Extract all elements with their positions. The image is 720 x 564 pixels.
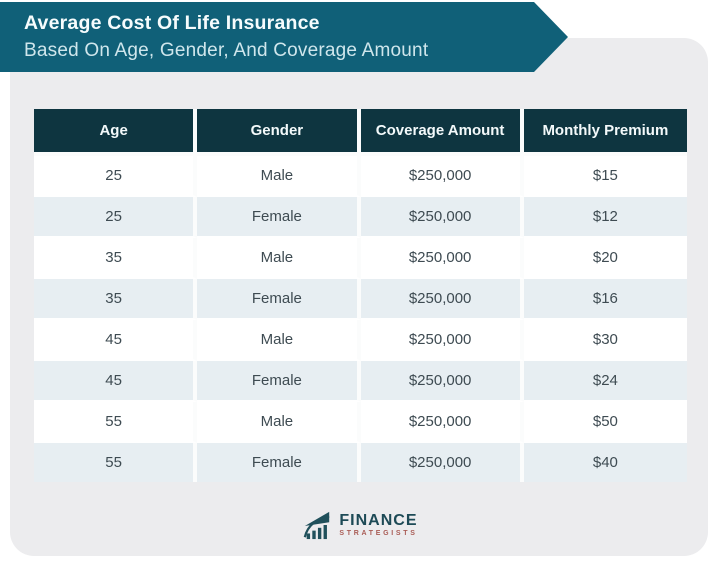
table-cell: 35 xyxy=(34,279,198,320)
table-cell: Male xyxy=(197,238,361,279)
table-row: 55 Female $250,000 $40 xyxy=(34,443,687,482)
column-header: Coverage Amount xyxy=(360,109,524,156)
table-cell: $30 xyxy=(523,320,687,361)
table-cell: Female xyxy=(197,279,361,320)
table-cell: $20 xyxy=(523,238,687,279)
table-row: 35 Female $250,000 $16 xyxy=(34,279,687,320)
banner-title: Average Cost Of Life Insurance xyxy=(24,12,320,34)
column-header: Monthly Premium xyxy=(523,109,687,156)
table-header-row: Age Gender Coverage Amount Monthly Premium xyxy=(34,109,687,156)
table-header: Age Gender Coverage Amount Monthly Premium xyxy=(34,109,687,156)
table-cell: 35 xyxy=(34,238,198,279)
table-cell: 55 xyxy=(34,402,198,443)
table-cell: $250,000 xyxy=(360,156,524,197)
table-cell: 55 xyxy=(34,443,198,482)
table-cell: $250,000 xyxy=(360,443,524,482)
table-cell: Male xyxy=(197,320,361,361)
logo-brand-text: FINANCE xyxy=(339,511,418,529)
table-cell: $250,000 xyxy=(360,361,524,402)
table-cell: $15 xyxy=(523,156,687,197)
table-body: 25 Male $250,000 $15 25 Female $250,000 $12 35 Ma… xyxy=(34,156,687,482)
column-header: Age xyxy=(34,109,198,156)
table-cell: $250,000 xyxy=(360,238,524,279)
column-header: Gender xyxy=(197,109,361,156)
table-cell: $250,000 xyxy=(360,320,524,361)
table-cell: 45 xyxy=(34,320,198,361)
table-cell: $250,000 xyxy=(360,402,524,443)
logo-text: FINANCE STRATEGISTS xyxy=(339,511,418,538)
title-banner: Average Cost Of Life Insurance Based On … xyxy=(0,2,568,72)
table-row: 45 Female $250,000 $24 xyxy=(34,361,687,402)
table-row: 25 Female $250,000 $12 xyxy=(34,197,687,238)
banner-subtitle: Based On Age, Gender, And Coverage Amoun… xyxy=(24,40,429,61)
table-cell: 25 xyxy=(34,156,198,197)
table-row: 45 Male $250,000 $30 xyxy=(34,320,687,361)
table-cell: $24 xyxy=(523,361,687,402)
finance-strategists-icon xyxy=(304,511,330,540)
table-cell: Female xyxy=(197,443,361,482)
table-cell: Female xyxy=(197,197,361,238)
table-cell: $250,000 xyxy=(360,279,524,320)
logo-sub-text: STRATEGISTS xyxy=(339,529,418,537)
table-cell: $40 xyxy=(523,443,687,482)
table-cell: $16 xyxy=(523,279,687,320)
table-cell: $250,000 xyxy=(360,197,524,238)
table-cell: Male xyxy=(197,156,361,197)
insurance-cost-table: Age Gender Coverage Amount Monthly Premium … xyxy=(34,109,687,482)
table-cell: Female xyxy=(197,361,361,402)
table-cell: 45 xyxy=(34,361,198,402)
table-cell: 25 xyxy=(34,197,198,238)
finance-strategists-logo: FINANCE STRATEGISTS xyxy=(0,510,720,540)
table-row: 35 Male $250,000 $20 xyxy=(34,238,687,279)
table-cell: $50 xyxy=(523,402,687,443)
table-row: 25 Male $250,000 $15 xyxy=(34,156,687,197)
table-cell: $12 xyxy=(523,197,687,238)
table-row: 55 Male $250,000 $50 xyxy=(34,402,687,443)
table-cell: Male xyxy=(197,402,361,443)
